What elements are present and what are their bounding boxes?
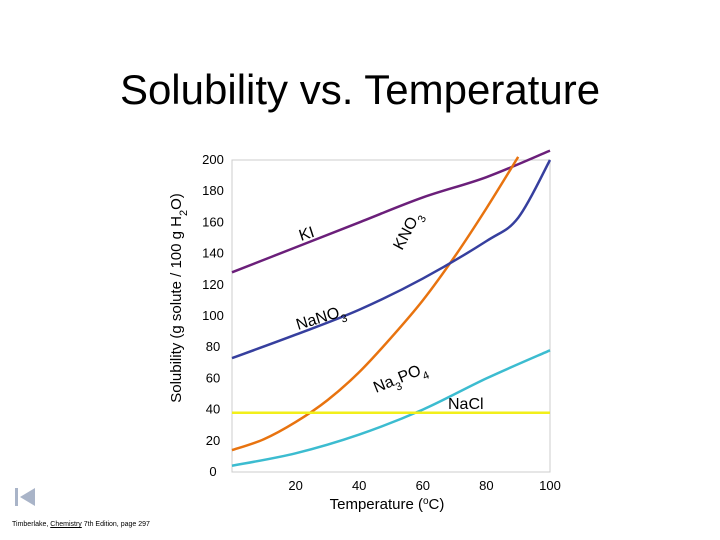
y-tick-label: 100 (202, 308, 224, 323)
x-tick-label: 20 (288, 478, 302, 493)
y-tick-label: 80 (206, 339, 220, 354)
series-lines (231, 149, 552, 467)
series-line-nano3 (231, 159, 552, 360)
x-tick-label: 40 (352, 478, 366, 493)
y-tick-label: 200 (202, 152, 224, 167)
y-tick-label: 160 (202, 214, 224, 229)
x-tick-label: 100 (539, 478, 561, 493)
y-tick-label: 20 (206, 433, 220, 448)
citation-rest: 7th Edition, page 297 (81, 521, 150, 528)
y-axis-label: Solubility (g solute / 100 g H2O) (168, 193, 190, 403)
series-line-na3po4 (231, 349, 551, 467)
y-tick-label: 60 (206, 370, 220, 385)
slide-title: Solubility vs. Temperature (119, 66, 601, 113)
x-tick-labels: 20 40 60 80 100 (288, 478, 560, 493)
y-tick-label: 120 (202, 277, 224, 292)
y-tick-label: 180 (202, 183, 224, 198)
series-label-nacl: NaCl (448, 396, 484, 413)
citation: Timberlake, Chemistry 7th Edition, page … (12, 521, 150, 528)
x-axis-label: Temperature (oC) (330, 496, 445, 514)
x-tick-label: 80 (479, 478, 493, 493)
nav-arrow-icon (20, 488, 35, 506)
y-tick-labels: 0 20 40 60 80 100 120 140 160 180 200 (202, 152, 224, 479)
plot-area (231, 159, 551, 473)
y-tick-label: 140 (202, 246, 224, 261)
series-label-ki: KI (297, 224, 317, 245)
nav-bar-icon (15, 488, 18, 506)
x-tick-label: 60 (416, 478, 430, 493)
y-tick-label: 0 (209, 464, 216, 479)
citation-author: Timberlake, (12, 521, 51, 528)
y-tick-label: 40 (206, 402, 220, 417)
citation-book: Chemistry (50, 521, 82, 528)
first-slide-button[interactable] (14, 486, 36, 508)
series-line-ki (231, 149, 551, 274)
series-line-kno3 (231, 156, 520, 452)
